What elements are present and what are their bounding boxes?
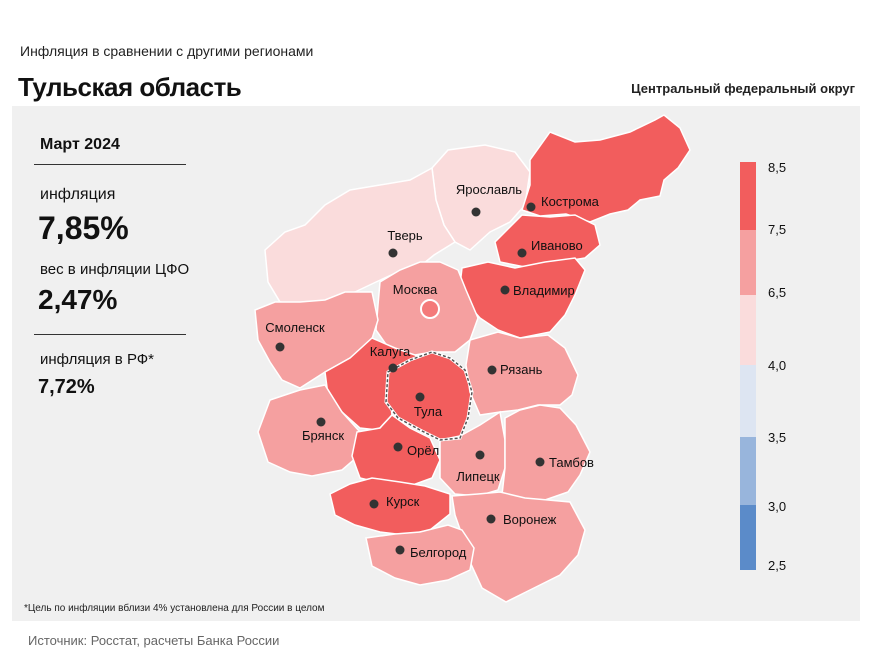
city-marker xyxy=(316,417,326,427)
city-marker xyxy=(517,248,527,258)
region-брянск xyxy=(257,384,361,477)
region-label: Калуга xyxy=(370,344,411,359)
city-marker xyxy=(388,248,398,258)
page-subtitle: Инфляция в сравнении с другими регионами xyxy=(20,43,314,59)
region-label: Курск xyxy=(386,494,420,509)
scale-tick-label: 3,0 xyxy=(768,499,787,514)
region-label: Смоленск xyxy=(265,320,325,335)
region-курск xyxy=(329,477,451,536)
region-label: Воронеж xyxy=(503,512,557,527)
divider xyxy=(34,334,186,335)
city-marker xyxy=(500,285,510,295)
weight-value: 2,47% xyxy=(38,284,118,315)
page-title: Тульская область xyxy=(18,72,242,102)
city-marker xyxy=(487,365,497,375)
city-marker xyxy=(393,442,403,452)
region-белгород xyxy=(365,524,475,586)
region-label: Тула xyxy=(414,404,443,419)
region-тамбов xyxy=(501,404,591,501)
period-label: Март 2024 xyxy=(40,136,120,153)
scale-segment xyxy=(740,505,756,570)
city-marker xyxy=(486,514,496,524)
scale-tick-label: 3,5 xyxy=(768,430,787,445)
source-note: Источник: Росстат, расчеты Банка России xyxy=(28,633,280,648)
region-label: Владимир xyxy=(513,283,575,298)
city-marker xyxy=(471,207,481,217)
city-marker xyxy=(475,450,485,460)
region-кострома xyxy=(521,114,691,223)
scale-tick-label: 8,5 xyxy=(768,160,787,175)
city-marker xyxy=(415,392,425,402)
region-label: Рязань xyxy=(500,362,543,377)
city-marker xyxy=(420,299,440,319)
rf-inflation-label: инфляция в РФ* xyxy=(40,351,155,368)
scale-tick-label: 2,5 xyxy=(768,558,787,573)
district-label: Центральный федеральный округ xyxy=(631,81,855,96)
region-label: Брянск xyxy=(302,428,344,443)
scale-tick-label: 7,5 xyxy=(768,222,787,237)
divider xyxy=(34,164,186,165)
region-владимир xyxy=(459,257,586,339)
region-label: Москва xyxy=(393,282,438,297)
footnote: *Цель по инфляции вблизи 4% установлена … xyxy=(24,603,325,614)
region-label: Ярославль xyxy=(456,182,522,197)
inflation-value: 7,85% xyxy=(38,210,129,246)
inflation-label: инфляция xyxy=(40,186,116,203)
region-label: Иваново xyxy=(531,238,583,253)
city-marker xyxy=(535,457,545,467)
highlight-outline xyxy=(385,351,473,441)
region-label: Тверь xyxy=(387,228,423,243)
city-marker xyxy=(395,545,405,555)
scale-tick-label: 4,0 xyxy=(768,358,787,373)
rf-inflation-value: 7,72% xyxy=(38,376,95,398)
city-marker xyxy=(275,342,285,352)
scale-segment xyxy=(740,437,756,505)
city-marker xyxy=(369,499,379,509)
region-label: Тамбов xyxy=(549,455,594,470)
region-label: Белгород xyxy=(410,545,467,560)
scale-segment xyxy=(740,295,756,365)
scale-segment xyxy=(740,365,756,437)
scale-segment xyxy=(740,162,756,230)
city-marker xyxy=(388,363,398,373)
weight-label: вес в инфляции ЦФО xyxy=(40,261,190,278)
region-label: Кострома xyxy=(541,194,600,209)
city-marker xyxy=(526,202,536,212)
scale-tick-label: 6,5 xyxy=(768,285,787,300)
region-label: Липецк xyxy=(456,469,500,484)
scale-segment xyxy=(740,230,756,295)
region-рязань xyxy=(465,331,579,416)
region-label: Орёл xyxy=(407,443,439,458)
